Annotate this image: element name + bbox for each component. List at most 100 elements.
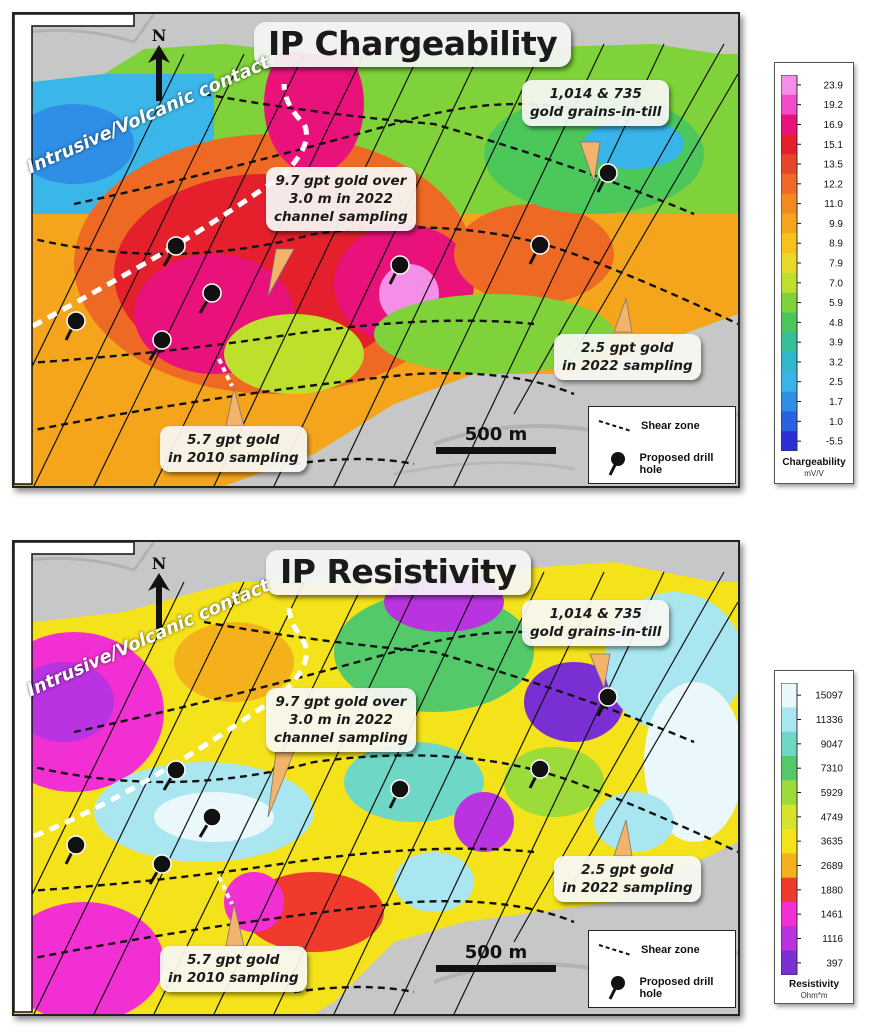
colorbar-tick-label: 12.2 [824,179,844,190]
colorbar-swatch [781,94,797,116]
colorbar-tick-label: 19.2 [824,100,844,111]
colorbar-swatch [781,756,797,781]
colorbar-tick-label: 9047 [821,739,844,750]
colorbar-tick-label: 1461 [821,910,844,921]
chargeability-map-panel: N IP Chargeability Intrusive/Volcanic co… [12,12,740,488]
sample-2010-trace [217,876,234,905]
colorbar-unit: Ohm*m [800,991,828,1000]
callout-line: in 2022 sampling [562,358,693,374]
colorbar-swatch [781,707,797,733]
legend-drill-hole-label: Proposed drill hole [639,452,714,476]
map-title: IP Chargeability [254,22,572,67]
colorbar-tick-label: 4749 [821,812,844,823]
callout-line: 9.7 gpt gold over [275,694,407,710]
colorbar-tick-label: 5.9 [829,298,843,309]
colorbar-tick-label: 2689 [821,861,844,872]
legend-shear-zone-label: Shear zone [641,944,700,956]
colorbar-tick-label: 11336 [816,715,844,726]
colorbar-tick-label: 8.9 [829,239,843,250]
north-label: N [151,26,167,45]
drill-hole [198,807,222,838]
colorbar-tick-label: 397 [826,958,843,969]
callout-line: in 2010 sampling [168,970,299,986]
colorbar-tick-label: 1.7 [829,397,843,408]
callout-2010-sampling: 5.7 gpt gold in 2010 sampling [160,946,307,992]
callout-2022-sampling: 2.5 gpt gold in 2022 sampling [554,334,701,380]
callout-line: 9.7 gpt gold over [275,173,407,189]
colorbar-swatch [781,213,797,234]
drill-hole [596,687,618,717]
colorbar-swatch [781,411,797,432]
colorbar-swatch [781,877,797,903]
scale-bar-graphic [436,965,556,972]
colorbar-swatch [781,173,797,195]
drill-hole [388,779,410,809]
colorbar-swatch [781,391,797,412]
north-label: N [151,554,167,573]
shear-zone-icon [598,420,632,432]
colorbar-tick-label: 7310 [821,764,844,775]
callout-line: 5.7 gpt gold [187,952,280,968]
callout-gold-grains: 1,014 & 735 gold grains-in-till [522,600,670,646]
colorbar-swatch [781,332,797,353]
resistivity-colorbar: 15097 11336 9047 7310 5929 4749 3635 2689 1880 14… [774,670,854,1004]
colorbar-title: Chargeability [782,457,846,468]
colorbar-tick-label: 3.9 [829,338,843,349]
callout-line: gold grains-in-till [530,104,662,120]
legend-drill-hole-label: Proposed drill hole [639,976,714,1000]
callout-line: channel sampling [274,209,408,225]
drill-hole-icon [608,452,625,476]
chargeability-colorbar: 23.9 19.2 16.9 15.1 13.5 12.2 11.0 9.9 8.9 7.9 7.0… [774,62,854,484]
drill-hole [64,311,86,341]
resistivity-map-panel: N IP Resistivity Intrusive/Volcanic cont… [12,540,740,1016]
legend-shear-zone: Shear zone [597,419,700,433]
colorbar-tick-label: 2.5 [829,377,843,388]
legend-shear-zone: Shear zone [597,943,700,957]
sample-2010-trace [217,358,234,387]
proposed-drill-holes [64,163,618,361]
colorbar-swatch [781,829,797,854]
colorbar-tick-label: 9.9 [829,219,843,230]
callout-2022-sampling: 2.5 gpt gold in 2022 sampling [554,856,701,902]
callout-pointers [225,141,633,427]
shear-zone-icon [598,944,632,956]
callout-pointers [225,653,633,947]
map-title: IP Resistivity [266,550,531,595]
colorbar-swatch [781,193,797,215]
colorbar-swatch [781,371,797,393]
callout-line: 1,014 & 735 [549,606,642,622]
colorbar-border [781,683,798,975]
north-arrow: N [144,26,174,106]
callout-line: in 2010 sampling [168,450,299,466]
callout-line: in 2022 sampling [562,880,693,896]
callout-line: gold grains-in-till [530,624,662,640]
intrusive-volcanic-contact-line [16,83,309,337]
legend-shear-zone-label: Shear zone [641,420,700,432]
colorbar-swatch [781,75,797,96]
drill-hole [148,330,172,361]
legend-drill-hole: Proposed drill hole [597,451,735,477]
shear-zones [14,92,738,466]
colorbar-tick-label: -5.5 [826,437,844,448]
callout-channel-sampling: 9.7 gpt gold over 3.0 m in 2022 channel … [266,167,416,231]
callout-channel-sampling: 9.7 gpt gold over 3.0 m in 2022 channel … [266,688,416,752]
map-legend: Shear zone Proposed drill hole [588,930,736,1008]
north-arrow: N [144,554,174,634]
drill-hole [596,163,618,193]
callout-line: 5.7 gpt gold [187,432,280,448]
colorbar-swatch [781,926,797,952]
map-corner-frame [14,14,135,485]
callout-line: 2.5 gpt gold [581,862,674,878]
colorbar-swatch [781,853,797,879]
map-legend: Shear zone Proposed drill hole [588,406,736,484]
drill-hole [64,835,86,865]
colorbar-tick-label: 16.9 [824,120,844,131]
drill-hole [388,255,410,285]
colorbar-swatch [781,950,797,975]
callout-gold-grains: 1,014 & 735 gold grains-in-till [522,80,670,126]
drill-hole-icon [608,976,625,1000]
colorbar-swatch [781,272,797,294]
colorbar-title: Resistivity [788,979,840,990]
colorbar-swatch [781,804,797,830]
colorbar-tick-label: 13.5 [824,160,844,171]
